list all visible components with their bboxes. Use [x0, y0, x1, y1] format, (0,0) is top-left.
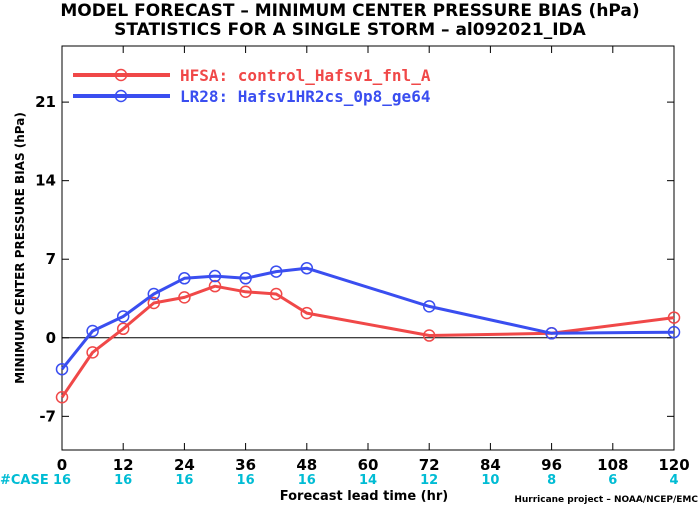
y-tick-label: -7 [39, 407, 56, 425]
series-line-0 [60, 284, 675, 399]
series-point-0 [116, 322, 130, 336]
plot-frame [61, 45, 675, 451]
series-point-0 [178, 291, 191, 304]
chart-title-line1: MODEL FORECAST – MINIMUM CENTER PRESSURE… [60, 1, 639, 21]
series-point-1 [86, 324, 99, 338]
x-axis-ticks: 0 12 24 36 48 60 72 84 96 108 120 [57, 46, 690, 474]
series-point-1 [208, 269, 222, 283]
x-tick-label: 0 [57, 456, 67, 474]
x-tick-label: 48 [296, 456, 317, 474]
y-tick-label: 7 [46, 250, 56, 268]
case-count-value: 14 [359, 473, 377, 488]
legend-marker-1 [114, 89, 128, 103]
x-tick-label: 60 [358, 456, 379, 474]
series-point-0 [667, 311, 681, 324]
series-point-0 [300, 306, 314, 320]
y-tick-label: 21 [35, 93, 56, 111]
x-tick-label: 96 [541, 456, 562, 474]
case-count-value: 16 [237, 473, 255, 488]
x-tick-label: 72 [419, 456, 440, 474]
case-count-value: 4 [669, 473, 678, 488]
series-point-0 [239, 285, 252, 299]
series-point-0 [269, 287, 283, 301]
legend-marker-0 [114, 68, 128, 82]
case-count-value: 8 [547, 473, 556, 488]
case-count-value: 12 [420, 473, 438, 488]
case-count-row: 16 16 16 16 16 14 12 10 8 6 4 [53, 473, 679, 488]
series-point-1 [55, 362, 69, 376]
series-point-1 [239, 272, 252, 285]
series-point-1 [147, 287, 161, 301]
case-count-value: 16 [53, 473, 71, 488]
series-point-0 [422, 329, 436, 342]
series-point-0 [147, 296, 161, 310]
x-tick-label: 84 [480, 456, 501, 474]
x-tick-label: 12 [113, 456, 134, 474]
y-axis-ticks: -7 0 7 14 21 [35, 93, 674, 425]
x-tick-label: 36 [235, 456, 256, 474]
x-tick-label: 120 [658, 456, 689, 474]
x-tick-label: 24 [174, 456, 195, 474]
case-count-value: 16 [175, 473, 193, 488]
credit-text: Hurricane project – NOAA/NCEP/EMC [514, 495, 698, 505]
series-layer [55, 261, 681, 404]
legend-label-0: HFSA: control_Hafsv1_fnl_A [180, 66, 431, 85]
series-point-1 [667, 325, 681, 339]
series-point-0 [208, 279, 222, 293]
x-axis-label: Forecast lead time (hr) [280, 489, 448, 504]
series-line-1 [60, 266, 675, 371]
x-tick-label: 108 [597, 456, 628, 474]
series-point-1 [116, 310, 130, 323]
series-point-1 [545, 327, 558, 340]
legend: HFSA: control_Hafsv1_fnl_A LR28: Hafsv1HR… [73, 66, 431, 106]
series-point-0 [55, 391, 69, 404]
series-point-1 [178, 272, 191, 285]
y-axis-label: MINIMUM CENTER PRESSURE BIAS (hPa) [13, 112, 27, 384]
case-count-label: #CASE [0, 473, 49, 488]
case-count-value: 16 [114, 473, 132, 488]
y-tick-label: 14 [35, 172, 56, 190]
chart-title-line2: STATISTICS FOR A SINGLE STORM – al092021… [114, 20, 587, 40]
series-point-1 [269, 265, 283, 278]
series-point-1 [300, 261, 314, 275]
series-point-1 [422, 300, 436, 313]
legend-label-1: LR28: Hafsv1HR2cs_0p8_ge64 [180, 87, 430, 106]
series-point-0 [86, 346, 99, 359]
y-tick-label: 0 [46, 329, 56, 347]
case-count-value: 6 [608, 473, 617, 488]
case-count-value: 16 [298, 473, 316, 488]
case-count-value: 10 [481, 473, 499, 488]
